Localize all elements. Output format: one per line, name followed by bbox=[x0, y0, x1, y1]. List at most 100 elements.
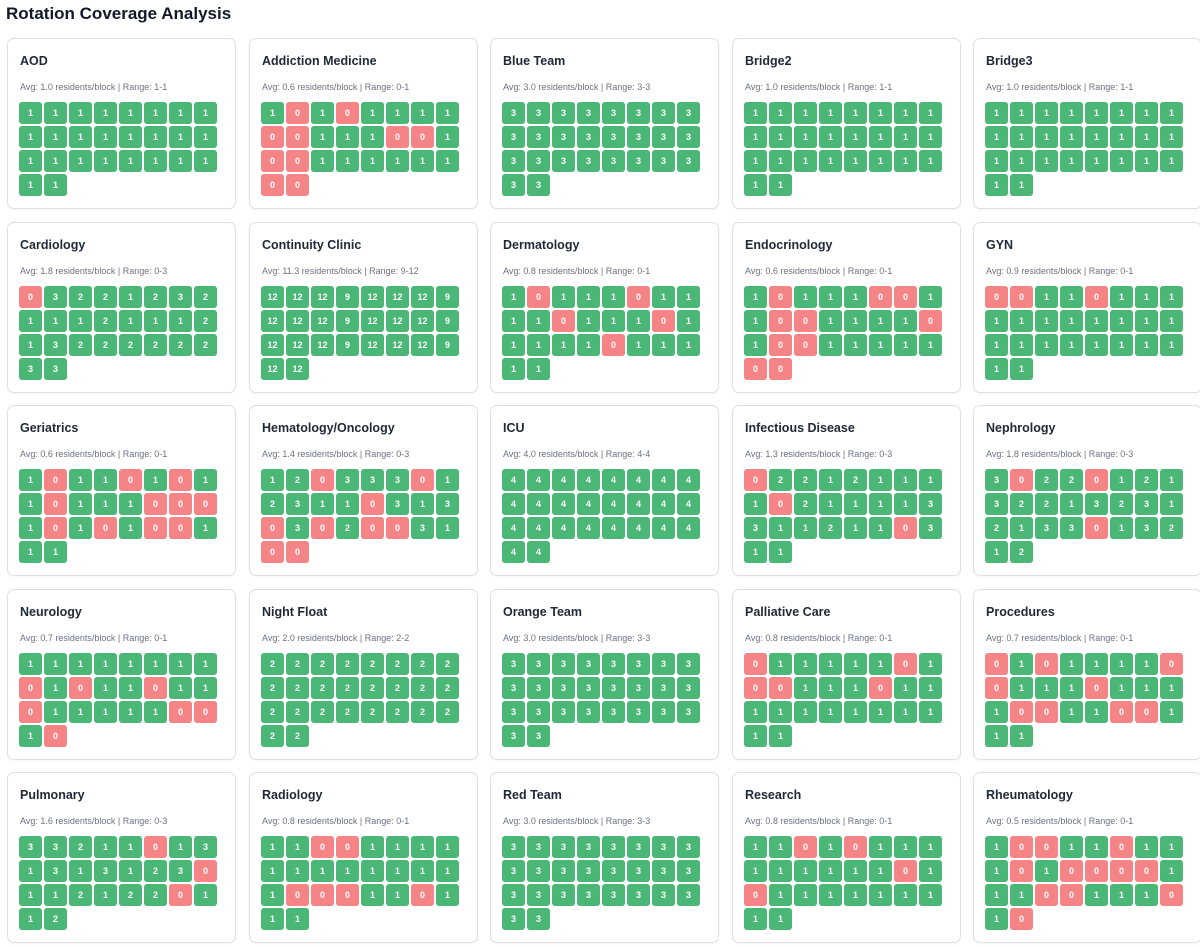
rotation-card: AOD Avg: 1.0 residents/block | Range: 1-1… bbox=[7, 38, 236, 209]
block-cell: 3 bbox=[552, 860, 575, 882]
block-cell: 12 bbox=[286, 286, 309, 308]
block-cell: 0 bbox=[844, 836, 867, 858]
block-cell: 3 bbox=[677, 653, 700, 675]
rotation-card: Research Avg: 0.8 residents/block | Range… bbox=[732, 772, 961, 943]
block-cell: 1 bbox=[1160, 701, 1183, 723]
block-cell: 3 bbox=[677, 102, 700, 124]
block-cell: 1 bbox=[19, 150, 42, 172]
block-cell: 2 bbox=[336, 701, 359, 723]
block-cell: 1 bbox=[44, 541, 67, 563]
rotation-stats: Avg: 3.0 residents/block | Range: 3-3 bbox=[503, 633, 651, 643]
rotation-card: Blue Team Avg: 3.0 residents/block | Rang… bbox=[490, 38, 719, 209]
block-cell: 0 bbox=[527, 286, 550, 308]
block-cell: 0 bbox=[894, 286, 917, 308]
block-cell: 0 bbox=[386, 126, 409, 148]
block-cell: 3 bbox=[436, 493, 459, 515]
block-cell: 1 bbox=[527, 310, 550, 332]
block-cell: 1 bbox=[44, 677, 67, 699]
block-cell: 3 bbox=[627, 836, 650, 858]
block-cell: 1 bbox=[44, 150, 67, 172]
block-cell: 1 bbox=[44, 701, 67, 723]
block-cell: 3 bbox=[19, 836, 42, 858]
block-cell: 1 bbox=[436, 469, 459, 491]
block-cell: 1 bbox=[1010, 884, 1033, 906]
block-cell: 1 bbox=[94, 126, 117, 148]
block-cell: 0 bbox=[261, 541, 284, 563]
block-cell: 1 bbox=[844, 701, 867, 723]
block-cell: 1 bbox=[19, 102, 42, 124]
block-cell: 0 bbox=[286, 174, 309, 196]
block-cell: 3 bbox=[502, 677, 525, 699]
block-cell: 1 bbox=[894, 493, 917, 515]
block-cell: 1 bbox=[1085, 836, 1108, 858]
rotation-stats: Avg: 1.0 residents/block | Range: 1-1 bbox=[986, 82, 1134, 92]
block-cell: 1 bbox=[411, 860, 434, 882]
block-cell: 3 bbox=[577, 860, 600, 882]
block-cell: 3 bbox=[552, 150, 575, 172]
block-cell: 3 bbox=[652, 884, 675, 906]
block-cell: 1 bbox=[361, 836, 384, 858]
block-cell: 1 bbox=[286, 836, 309, 858]
block-cell: 0 bbox=[19, 677, 42, 699]
rotation-stats: Avg: 1.4 residents/block | Range: 0-3 bbox=[262, 449, 410, 459]
block-cell: 2 bbox=[436, 677, 459, 699]
block-cell: 1 bbox=[677, 334, 700, 356]
block-cell: 1 bbox=[311, 860, 334, 882]
block-cell: 1 bbox=[602, 310, 625, 332]
rotation-stats: Avg: 0.5 residents/block | Range: 0-1 bbox=[986, 816, 1134, 826]
block-cell: 1 bbox=[1135, 677, 1158, 699]
block-cell: 4 bbox=[527, 493, 550, 515]
rotation-stats: Avg: 1.8 residents/block | Range: 0-3 bbox=[986, 449, 1134, 459]
block-cell: 0 bbox=[336, 884, 359, 906]
rotation-name: Hematology/Oncology bbox=[262, 421, 395, 435]
block-cell: 0 bbox=[769, 286, 792, 308]
rotation-card: Neurology Avg: 0.7 residents/block | Rang… bbox=[7, 589, 236, 760]
block-cell: 1 bbox=[769, 725, 792, 747]
block-cell: 3 bbox=[677, 884, 700, 906]
block-cell: 1 bbox=[261, 102, 284, 124]
block-cell: 0 bbox=[1010, 469, 1033, 491]
block-cell: 1 bbox=[1035, 286, 1058, 308]
block-cell: 1 bbox=[1160, 469, 1183, 491]
rotation-name: Red Team bbox=[503, 788, 562, 802]
block-cell: 2 bbox=[286, 469, 309, 491]
block-cell: 1 bbox=[744, 836, 767, 858]
block-cell: 1 bbox=[744, 334, 767, 356]
block-cell: 1 bbox=[794, 150, 817, 172]
block-cell: 0 bbox=[1085, 677, 1108, 699]
block-cell: 1 bbox=[411, 150, 434, 172]
rotation-card: Infectious Disease Avg: 1.3 residents/blo… bbox=[732, 405, 961, 576]
block-cell: 3 bbox=[652, 701, 675, 723]
block-cell: 3 bbox=[411, 517, 434, 539]
block-cell: 1 bbox=[1110, 286, 1133, 308]
block-cell: 1 bbox=[502, 286, 525, 308]
block-cell: 1 bbox=[336, 150, 359, 172]
block-cell: 3 bbox=[577, 653, 600, 675]
block-cell: 3 bbox=[527, 884, 550, 906]
block-cell: 4 bbox=[577, 469, 600, 491]
block-cell: 0 bbox=[194, 493, 217, 515]
rotation-name: Infectious Disease bbox=[745, 421, 855, 435]
block-cell: 2 bbox=[361, 701, 384, 723]
block-cell: 0 bbox=[144, 493, 167, 515]
block-cell: 0 bbox=[1085, 860, 1108, 882]
block-cell: 1 bbox=[985, 836, 1008, 858]
block-cell: 1 bbox=[1135, 836, 1158, 858]
block-cell: 1 bbox=[144, 469, 167, 491]
block-cell: 1 bbox=[94, 884, 117, 906]
block-cell: 1 bbox=[869, 836, 892, 858]
block-cell: 4 bbox=[652, 517, 675, 539]
block-cell: 1 bbox=[436, 836, 459, 858]
rotation-stats: Avg: 0.6 residents/block | Range: 0-1 bbox=[745, 266, 893, 276]
block-cell: 1 bbox=[894, 150, 917, 172]
block-cell: 3 bbox=[502, 150, 525, 172]
block-cell: 1 bbox=[19, 884, 42, 906]
block-cell: 0 bbox=[744, 677, 767, 699]
block-cell: 2 bbox=[69, 334, 92, 356]
block-cell: 1 bbox=[94, 469, 117, 491]
